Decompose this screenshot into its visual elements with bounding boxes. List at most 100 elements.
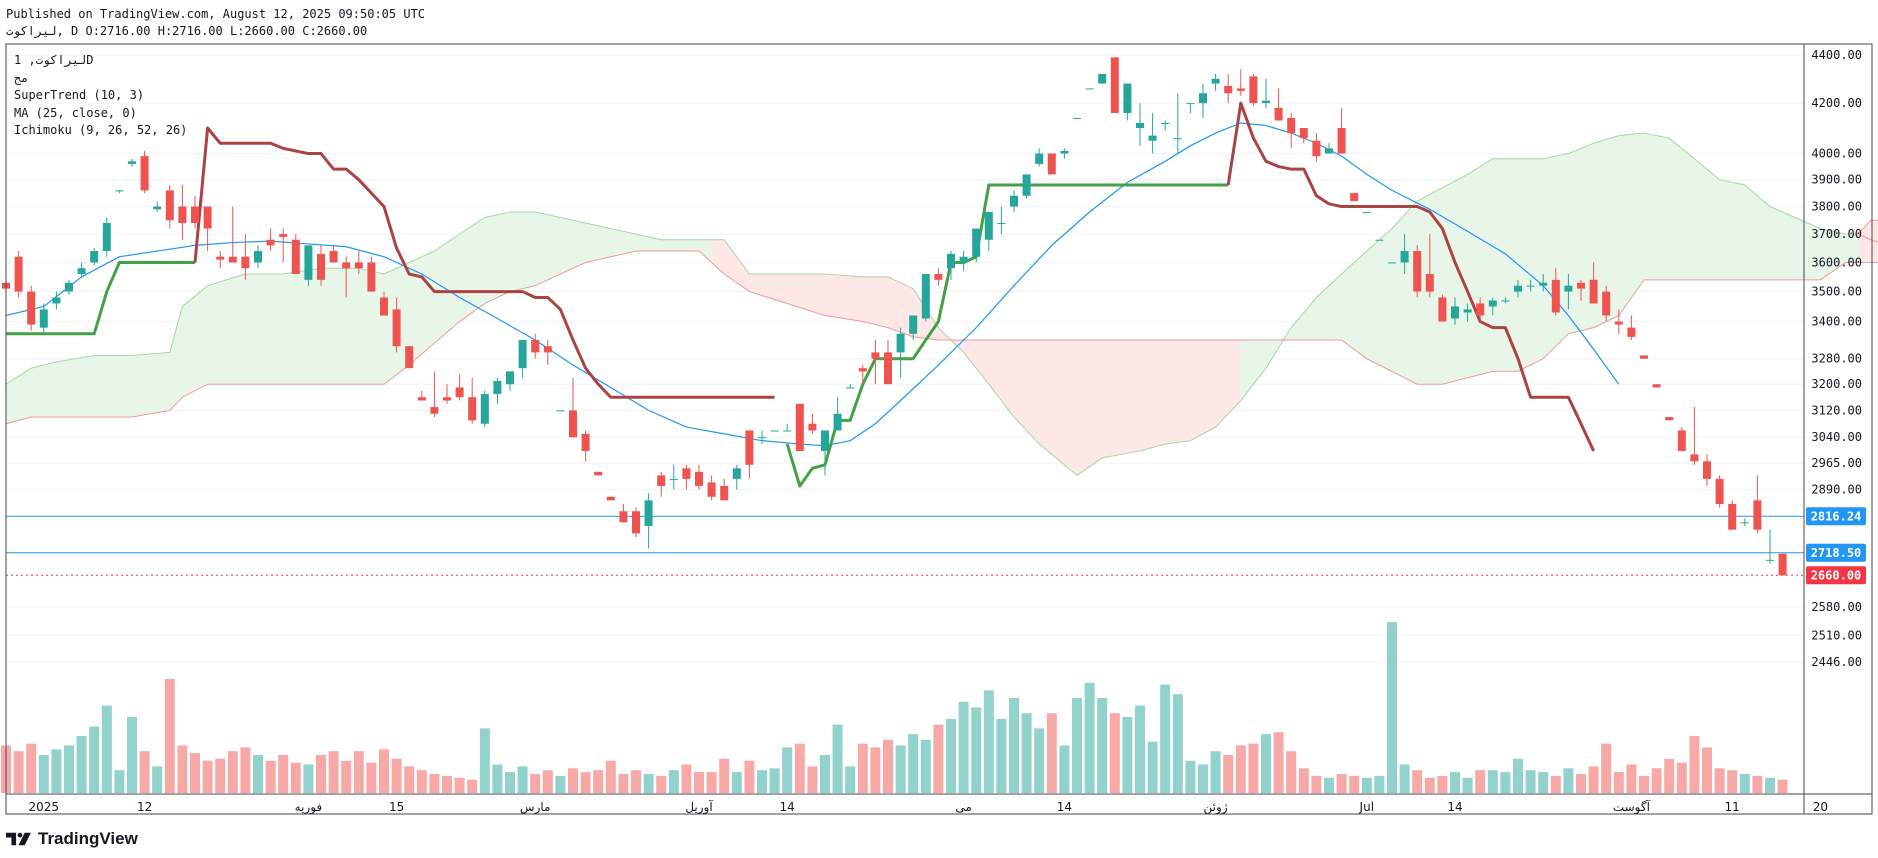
volume-bar-71 (895, 745, 906, 793)
candle-body-101 (1274, 108, 1283, 121)
candle-body-12 (153, 206, 162, 210)
candle-body-11 (140, 156, 149, 191)
volume-bar-19 (240, 747, 251, 793)
candle-body-5 (65, 282, 73, 292)
volume-bar-119 (1500, 772, 1511, 793)
time-tick-9: ژوئن (1204, 800, 1228, 815)
price-axis[interactable]: 4400.00 4200.00 4000.00 3900.00 3800.00 3700.… (1806, 48, 1866, 669)
candle-body-122 (1539, 282, 1548, 286)
candle-body-13 (165, 190, 174, 221)
price-label-bg-0 (1806, 507, 1866, 526)
volume-bar-113 (1424, 777, 1435, 793)
candle-body-91 (1148, 135, 1157, 141)
tradingview-footer[interactable]: TradingView (6, 829, 138, 849)
price-label-0: 2816.24 (1811, 509, 1862, 523)
candle-body-41 (518, 339, 527, 369)
candle-body-77 (972, 228, 981, 257)
volume-bar-46 (580, 772, 591, 793)
volume-bar-109 (1374, 775, 1385, 793)
candle-body-37 (468, 397, 477, 421)
time-axis[interactable]: 2025 12 فوريه 15 مارس آوريل 14 مى 14 ژوئن Jul 14 آگو… (29, 799, 1829, 815)
candle-body-33 (417, 397, 426, 401)
candle-body-92 (1161, 122, 1170, 124)
volume-bar-95 (1198, 764, 1208, 793)
time-tick-4: مارس (520, 800, 551, 815)
candle-body-96 (1211, 78, 1220, 84)
cloud-area-1 (711, 239, 1241, 476)
candle-body-31 (392, 309, 401, 347)
volume-bar-137 (1727, 770, 1738, 793)
volume-bar-133 (1676, 762, 1687, 793)
candle-body-119 (1501, 300, 1510, 302)
time-tick-2: فوريه (295, 800, 323, 815)
candle-body-141 (1778, 553, 1787, 576)
volume-bar-96 (1210, 751, 1221, 793)
horizontal-lines (6, 515, 1804, 576)
volume-bar-54 (681, 764, 692, 793)
candle-body-21 (266, 239, 275, 246)
volume-bar-10 (127, 717, 137, 793)
volume-bar-1 (13, 751, 24, 793)
candle-body-78 (984, 212, 993, 240)
volume-bar-59 (744, 760, 755, 793)
volume-bar-120 (1513, 758, 1523, 793)
volume-bar-14 (177, 745, 188, 793)
volume-bar-135 (1702, 747, 1712, 793)
candle-body-112 (1413, 251, 1422, 292)
volume-bar-136 (1714, 768, 1725, 793)
candle-body-100 (1262, 100, 1270, 104)
brand-name: TradingView (38, 829, 138, 848)
volume-bar-36 (454, 777, 465, 793)
candle-body-47 (594, 471, 603, 476)
candle-body-61 (770, 430, 779, 432)
volume-bar-35 (442, 775, 452, 793)
price-tick-14: 2890.00 (1811, 483, 1862, 497)
candle-body-50 (632, 511, 640, 534)
candle-body-75 (947, 253, 955, 269)
time-tick-7: مى (955, 800, 971, 814)
volume-bar-107 (1349, 775, 1360, 793)
volume-bar-49 (618, 774, 629, 793)
candle-body-116 (1463, 309, 1472, 313)
candle-body-39 (493, 380, 502, 394)
candle-body-38 (480, 393, 489, 424)
volume-bar-22 (278, 755, 289, 793)
candle-body-82 (1035, 153, 1044, 164)
candle-body-80 (1010, 195, 1018, 207)
legend-supertrend[interactable]: SuperTrend (10, 3) (14, 88, 145, 102)
time-tick-13: 11 (1725, 800, 1740, 814)
volume-bar-3 (38, 755, 49, 793)
volume-bar-17 (215, 758, 226, 793)
volume-bar-79 (996, 718, 1007, 793)
volume-bar-93 (1172, 694, 1183, 793)
price-tick-15: 2580.00 (1811, 600, 1862, 614)
candle-body-76 (959, 256, 968, 263)
volume-bar-2 (26, 743, 37, 793)
volume-bar-82 (1034, 728, 1045, 793)
header-symbol: ليراكوت (6, 24, 57, 38)
volume-bar-58 (731, 772, 742, 793)
volume-bar-38 (479, 728, 490, 793)
legend-ma[interactable]: MA (25, close, 0) (14, 105, 137, 120)
volume-bar-28 (353, 751, 364, 793)
candle-body-129 (1627, 327, 1636, 337)
candle-body-136 (1715, 478, 1724, 504)
supertrend-up-2 (785, 183, 1229, 488)
candle-body-95 (1199, 93, 1207, 104)
volume-bar-130 (1639, 775, 1649, 793)
candle-body-124 (1564, 285, 1573, 292)
price-tick-3: 3900.00 (1811, 173, 1862, 187)
volume-bar-30 (379, 749, 389, 793)
candle-body-86 (1085, 88, 1094, 90)
volume-bar-102 (1286, 751, 1297, 793)
candle-body-30 (380, 297, 388, 316)
price-tick-9: 3280.00 (1811, 352, 1862, 366)
volume-bar-62 (782, 747, 793, 793)
candle-body-35 (443, 397, 451, 401)
volume-bar-43 (542, 770, 553, 793)
legend-ichimoku[interactable]: Ichimoku (9, 26, 52, 26) (14, 123, 188, 137)
candle-body-140 (1766, 559, 1774, 561)
candle-body-123 (1551, 279, 1560, 313)
volume-bar-114 (1437, 775, 1448, 793)
